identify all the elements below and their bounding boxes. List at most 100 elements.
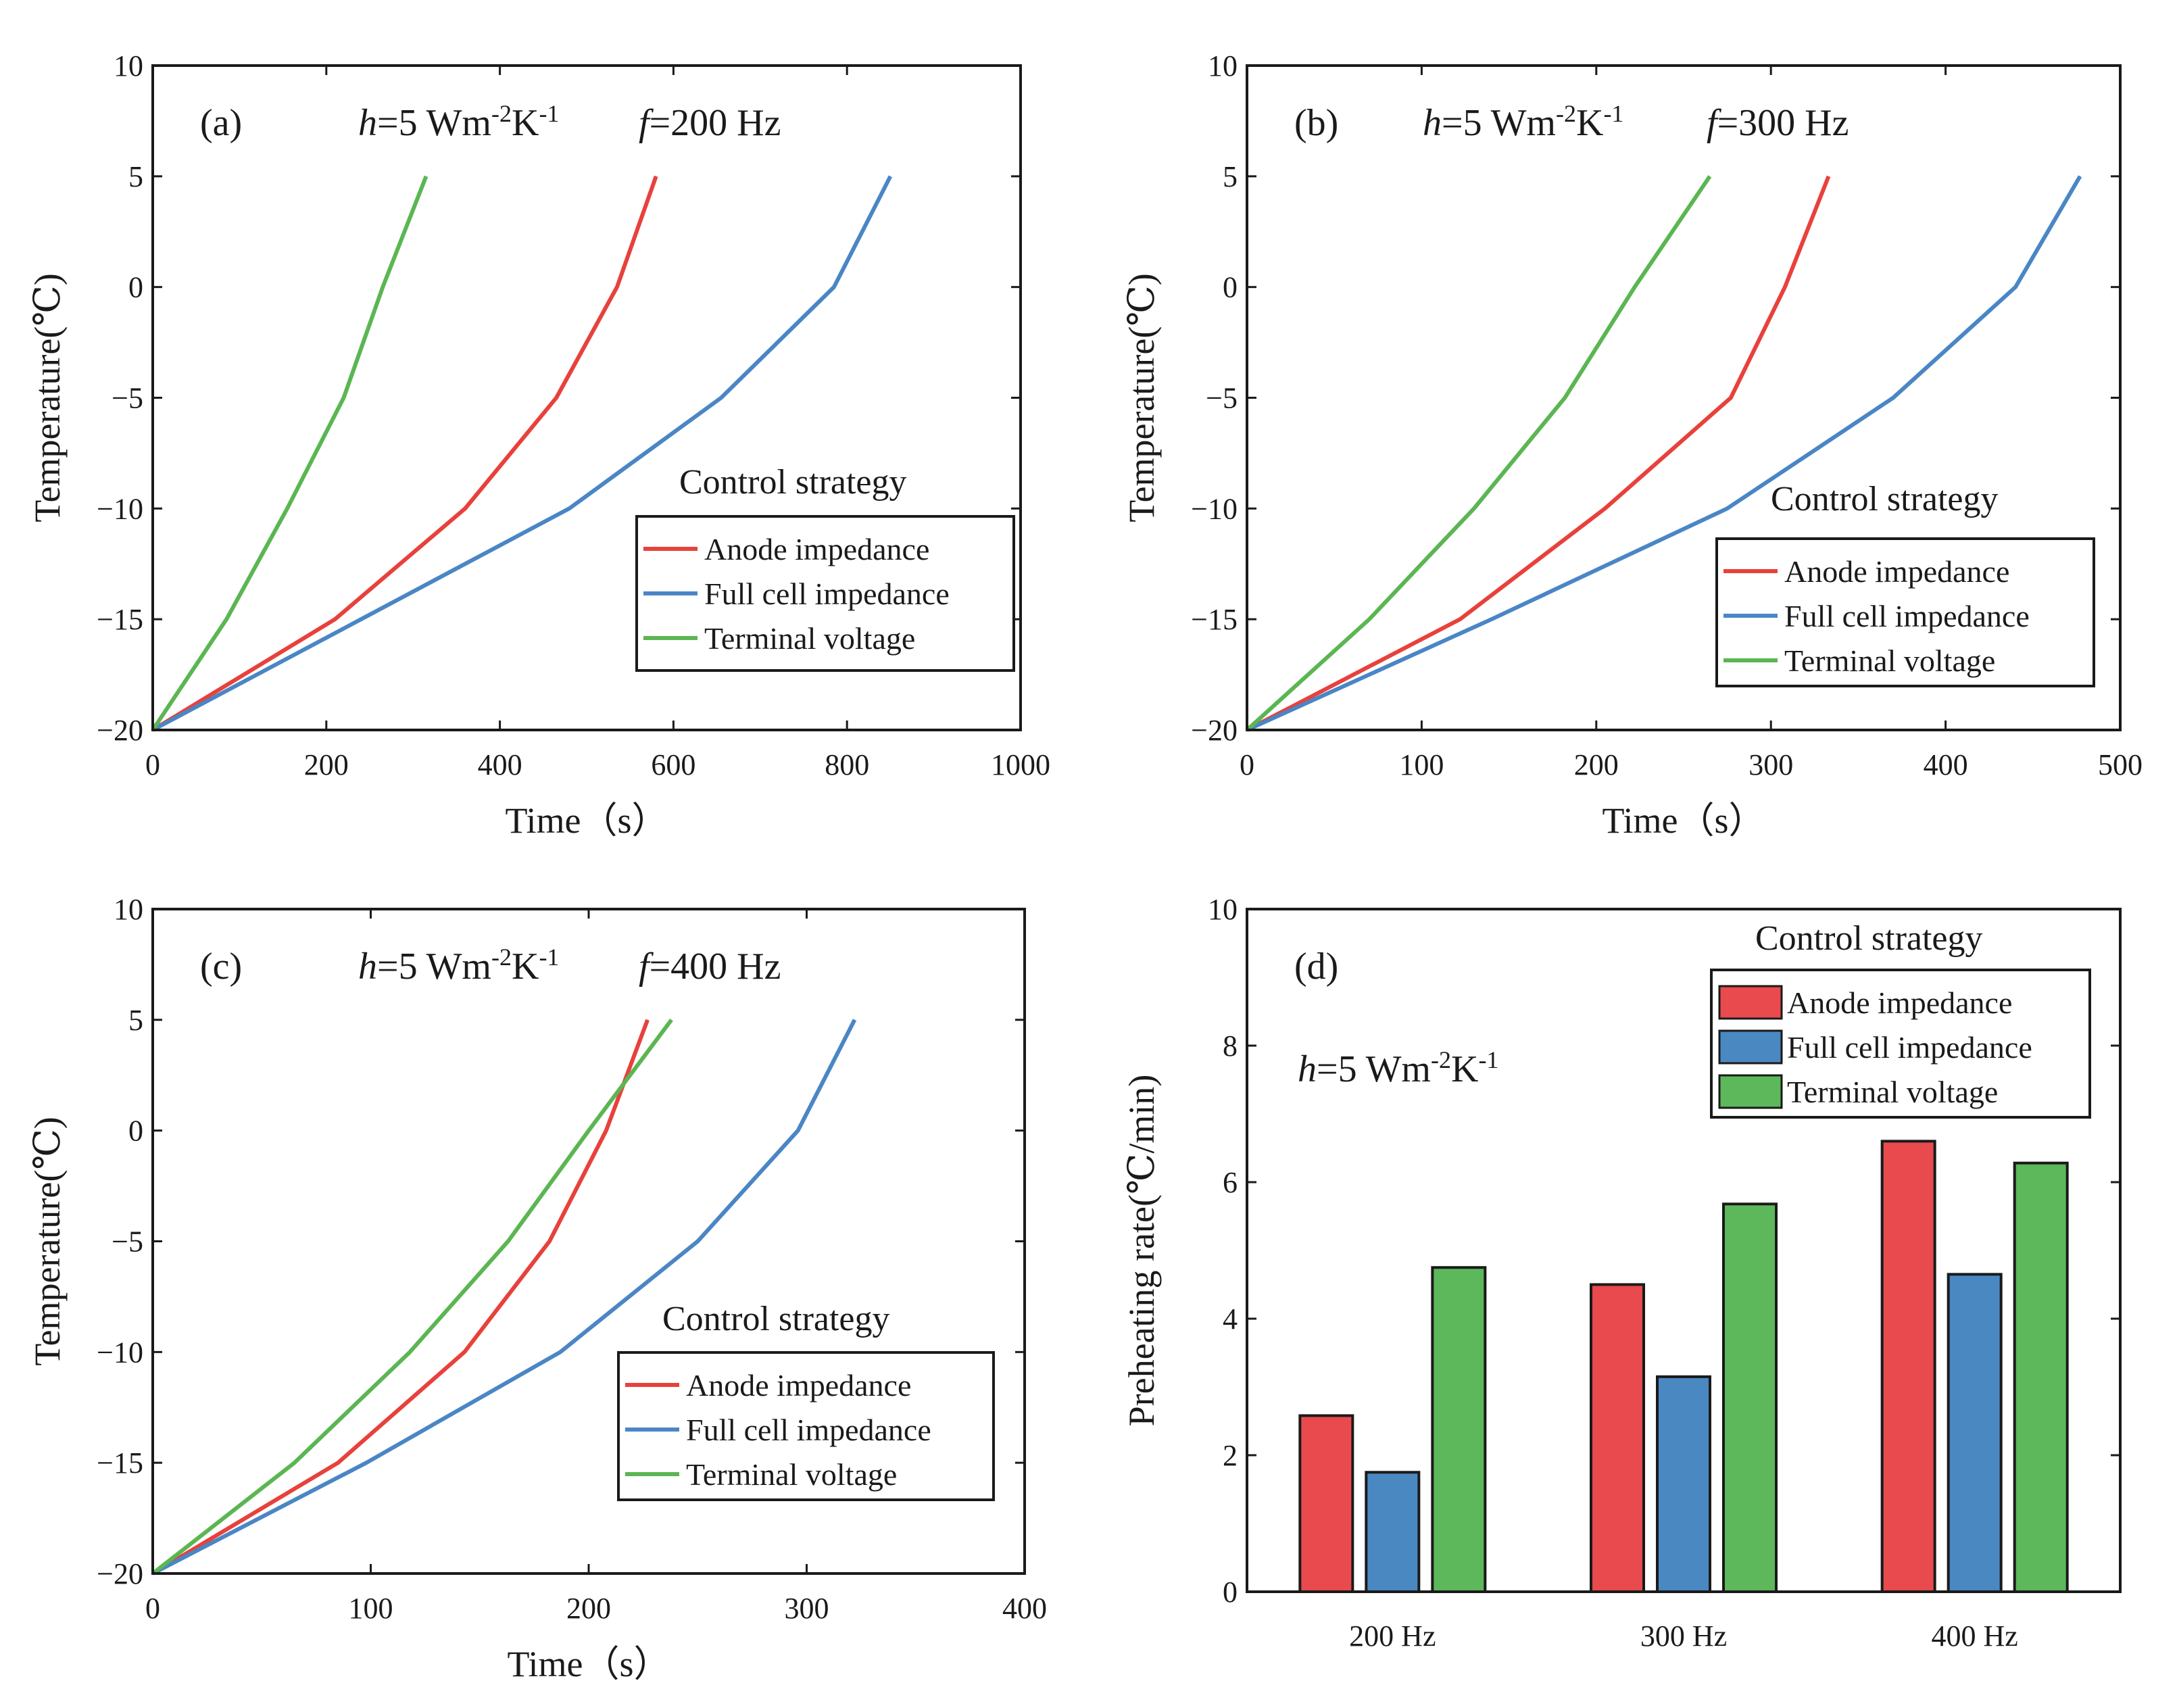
legend-entry: Full cell impedance xyxy=(686,1413,931,1447)
y-tick-label: 0 xyxy=(128,271,143,304)
x-tick-label: 1000 xyxy=(991,748,1050,781)
bar xyxy=(1298,1414,1354,1593)
legend-entry: Anode impedance xyxy=(704,532,929,566)
x-tick-label: 100 xyxy=(1399,748,1444,781)
y-tick-label: −20 xyxy=(97,714,143,747)
param-f-label: f=400 Hz xyxy=(639,946,781,987)
x-category-label: 400 Hz xyxy=(1932,1619,2018,1653)
y-tick-label: −15 xyxy=(97,603,143,636)
x-tick-label: 200 xyxy=(1574,748,1619,781)
x-tick-label: 600 xyxy=(651,748,695,781)
series-line-2 xyxy=(151,175,893,732)
y-tick-label: −10 xyxy=(97,1336,143,1369)
y-tick-label: 8 xyxy=(1223,1029,1238,1063)
param-f-label: f=200 Hz xyxy=(639,102,781,144)
bar xyxy=(2013,1161,2069,1593)
bar xyxy=(1880,1140,1936,1593)
legend-swatch xyxy=(1718,985,1783,1020)
legend-title: Control strategy xyxy=(1771,480,1999,518)
param-h-label: h=5 Wm-2​K-1​ xyxy=(358,100,559,144)
bar xyxy=(1431,1266,1487,1593)
y-tick-label: 10 xyxy=(114,893,143,926)
series-line-3 xyxy=(151,175,429,731)
chart-panel-a: −20 −15 −10 −5 0 5 10 0 200 400 600 800 1000 Time（s） T… xyxy=(27,49,1050,841)
y-tick-label: 10 xyxy=(1208,893,1238,926)
panel-label: (a) xyxy=(200,102,242,144)
series-line-1 xyxy=(151,1019,650,1576)
y-axis-title: Preheating rate(℃/min) xyxy=(1121,1075,1162,1427)
y-tick-label: 0 xyxy=(128,1115,143,1148)
x-category-label: 300 Hz xyxy=(1640,1619,1727,1653)
y-tick-label: 0 xyxy=(1223,271,1238,304)
y-tick-label: −5 xyxy=(1206,382,1238,415)
y-tick-label: −15 xyxy=(1191,603,1238,636)
x-axis-title: Time（s） xyxy=(1602,800,1765,841)
y-tick-label: −20 xyxy=(97,1557,143,1590)
y-tick-label: 4 xyxy=(1223,1302,1238,1336)
axis-frame xyxy=(1246,908,2122,1593)
chart-panel-d: 200 Hz 300 Hz 400 Hz 0 2 4 6 8 10 Preheating rate… xyxy=(1121,893,2122,1653)
legend-title: Control strategy xyxy=(662,1300,890,1338)
x-tick-label: 400 xyxy=(1924,748,1968,781)
legend-entry: Full cell impedance xyxy=(1787,1030,2032,1065)
x-tick-label: 0 xyxy=(1240,748,1254,781)
y-tick-label: −15 xyxy=(97,1446,143,1480)
y-tick-label: 5 xyxy=(128,160,143,193)
x-axis-title: Time（s） xyxy=(505,800,668,841)
y-tick-label: 6 xyxy=(1223,1166,1238,1199)
param-h-label: h=5 Wm-2​K-1​ xyxy=(358,944,559,987)
x-category-label: 200 Hz xyxy=(1349,1619,1436,1653)
y-axis-title: Temperature(℃) xyxy=(27,1117,68,1365)
x-tick-label: 0 xyxy=(145,1592,160,1625)
legend-box xyxy=(635,515,1015,672)
param-h-label: h=5 Wm-2​K-1​ xyxy=(1298,1046,1498,1090)
y-tick-label: −5 xyxy=(112,1225,143,1259)
x-tick-label: 0 xyxy=(145,748,160,781)
legend-entry: Anode impedance xyxy=(1784,554,2009,589)
series-line-2 xyxy=(151,1019,857,1576)
param-h-label: h=5 Wm-2​K-1​ xyxy=(1423,100,1623,144)
series-line-3 xyxy=(151,1019,673,1576)
series-line-1 xyxy=(151,175,658,732)
legend-entry: Anode impedance xyxy=(686,1368,911,1402)
legend-entry: Terminal voltage xyxy=(686,1457,897,1492)
legend-entry: Full cell impedance xyxy=(1784,599,2030,633)
bar xyxy=(1656,1375,1711,1593)
y-tick-label: 10 xyxy=(1208,49,1238,82)
legend-entry: Terminal voltage xyxy=(1784,643,1995,678)
x-tick-label: 100 xyxy=(349,1592,393,1625)
y-tick-label: 2 xyxy=(1223,1439,1238,1472)
y-tick-label: 5 xyxy=(1223,160,1238,193)
legend-swatch xyxy=(1718,1074,1783,1109)
bar xyxy=(1590,1283,1645,1593)
x-tick-label: 400 xyxy=(478,748,522,781)
legend: Control strategy Anode impedance Full cell… xyxy=(1715,480,2095,687)
x-tick-label: 800 xyxy=(825,748,869,781)
y-tick-label: −10 xyxy=(97,492,143,525)
x-tick-label: 400 xyxy=(1002,1592,1047,1625)
bar xyxy=(1722,1202,1778,1593)
legend: Control strategy Anode impedance Full cell… xyxy=(617,1300,995,1501)
y-tick-label: −20 xyxy=(1191,714,1238,747)
param-f-label: f=300 Hz xyxy=(1707,102,1849,144)
series-line-1 xyxy=(1246,175,1831,732)
legend-box xyxy=(617,1351,995,1501)
panel-label: (d) xyxy=(1294,946,1338,987)
legend-swatch xyxy=(1718,1029,1783,1065)
series-line-3 xyxy=(1245,175,1712,732)
legend-title: Control strategy xyxy=(1755,919,1983,958)
y-axis-title: Temperature(℃) xyxy=(1121,273,1162,522)
legend-entry: Anode impedance xyxy=(1787,985,2012,1020)
x-tick-label: 500 xyxy=(2098,748,2143,781)
legend-title: Control strategy xyxy=(679,463,907,502)
series-line-2 xyxy=(1246,175,2082,732)
panel-label: (c) xyxy=(200,946,242,987)
x-axis-title: Time（s） xyxy=(507,1644,670,1684)
y-axis-title: Temperature(℃) xyxy=(27,273,68,522)
legend-entry: Terminal voltage xyxy=(1787,1075,1998,1109)
bar xyxy=(1947,1273,2003,1593)
x-tick-label: 300 xyxy=(785,1592,829,1625)
